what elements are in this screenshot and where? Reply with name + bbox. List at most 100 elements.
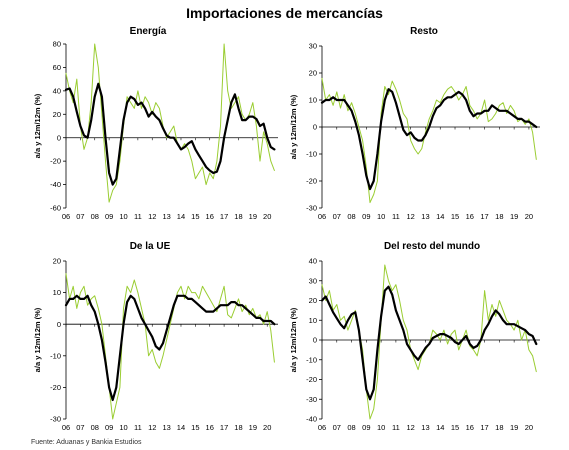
x-tick-label: 08 bbox=[347, 212, 355, 221]
source-note: Fuente: Aduanas y Bankia Estudios bbox=[31, 439, 142, 446]
x-tick-label: 07 bbox=[76, 212, 84, 221]
y-tick-label: 40 bbox=[309, 257, 317, 266]
y-tick-label: -10 bbox=[306, 355, 317, 364]
y-tick-label: 80 bbox=[53, 40, 61, 49]
x-tick-label: 06 bbox=[62, 212, 70, 221]
y-tick-label: -20 bbox=[306, 177, 317, 186]
y-tick-label: 0 bbox=[57, 320, 61, 329]
x-tick-label: 17 bbox=[220, 212, 228, 221]
x-tick-label: 12 bbox=[407, 212, 415, 221]
series-line-smoothed bbox=[320, 285, 538, 401]
chart-title: Resto bbox=[410, 26, 438, 37]
y-tick-label: 10 bbox=[309, 316, 317, 325]
y-tick-label: 20 bbox=[53, 257, 61, 266]
x-tick-label: 13 bbox=[421, 212, 429, 221]
x-tick-label: 18 bbox=[495, 423, 503, 432]
chart-panel-resto: Resto a/a y 12m/12m (%) -30 -20 -10 0 10 20 30 06… bbox=[284, 20, 569, 230]
series-line-smoothed bbox=[64, 82, 276, 186]
y-tick-label: 20 bbox=[309, 296, 317, 305]
x-tick-label: 10 bbox=[377, 423, 385, 432]
x-tick-label: 13 bbox=[162, 423, 170, 432]
x-tick-label: 12 bbox=[407, 423, 415, 432]
chart-title: De la UE bbox=[130, 241, 171, 252]
y-tick-label: 40 bbox=[53, 86, 61, 95]
x-tick-label: 20 bbox=[263, 212, 271, 221]
x-tick-label: 15 bbox=[451, 212, 459, 221]
x-tick-label: 10 bbox=[377, 212, 385, 221]
x-tick-label: 07 bbox=[76, 423, 84, 432]
page-title: Importaciones de mercancías bbox=[186, 5, 383, 21]
series-line-smoothed bbox=[320, 88, 538, 191]
chart-panel-resto-mundo: Del resto del mundo a/a y 12m/12m (%) -40 -… bbox=[284, 235, 569, 440]
y-tick-label: -20 bbox=[50, 157, 61, 166]
x-tick-label: 10 bbox=[119, 423, 127, 432]
x-tick-label: 20 bbox=[525, 423, 533, 432]
y-tick-label: 0 bbox=[57, 133, 61, 142]
chart-panel-ue: De la UE a/a y 12m/12m (%) -30 -20 -10 0 10 20 0… bbox=[0, 235, 284, 440]
x-tick-label: 16 bbox=[466, 212, 474, 221]
x-tick-label: 11 bbox=[392, 423, 400, 432]
y-tick-label: -20 bbox=[50, 383, 61, 392]
x-tick-label: 07 bbox=[333, 212, 341, 221]
x-tick-label: 09 bbox=[362, 423, 370, 432]
x-tick-label: 06 bbox=[318, 212, 326, 221]
y-tick-label: 20 bbox=[53, 110, 61, 119]
y-tick-label: -10 bbox=[306, 150, 317, 159]
y-tick-label: -40 bbox=[50, 180, 61, 189]
x-tick-label: 14 bbox=[436, 212, 444, 221]
x-tick-label: 16 bbox=[206, 423, 214, 432]
x-tick-label: 13 bbox=[421, 423, 429, 432]
y-tick-label: -30 bbox=[306, 395, 317, 404]
series-line-monthly bbox=[65, 273, 275, 420]
y-tick-label: -30 bbox=[50, 415, 61, 424]
x-tick-label: 09 bbox=[105, 212, 113, 221]
y-tick-label: 0 bbox=[313, 336, 317, 345]
y-tick-label: -30 bbox=[306, 204, 317, 213]
chart-title: Del resto del mundo bbox=[384, 241, 480, 252]
x-tick-label: 18 bbox=[234, 212, 242, 221]
x-tick-label: 14 bbox=[177, 423, 185, 432]
x-tick-label: 08 bbox=[91, 423, 99, 432]
x-tick-label: 17 bbox=[480, 212, 488, 221]
x-tick-label: 16 bbox=[206, 212, 214, 221]
y-tick-label: -60 bbox=[50, 204, 61, 213]
x-tick-label: 10 bbox=[119, 212, 127, 221]
x-tick-label: 19 bbox=[510, 423, 518, 432]
x-tick-label: 19 bbox=[510, 212, 518, 221]
chart-svg-energia: Energía a/a y 12m/12m (%) -60 -40 -20 0 20 40 60… bbox=[33, 26, 278, 221]
x-tick-label: 20 bbox=[263, 423, 271, 432]
y-tick-label: -10 bbox=[50, 351, 61, 360]
x-tick-label: 20 bbox=[525, 212, 533, 221]
x-tick-label: 18 bbox=[234, 423, 242, 432]
x-tick-label: 18 bbox=[495, 212, 503, 221]
y-tick-label: 10 bbox=[53, 288, 61, 297]
y-tick-label: 30 bbox=[309, 276, 317, 285]
x-tick-label: 19 bbox=[249, 212, 257, 221]
x-tick-label: 16 bbox=[466, 423, 474, 432]
x-tick-label: 17 bbox=[220, 423, 228, 432]
y-axis-label: a/a y 12m/12m (%) bbox=[33, 307, 42, 372]
x-tick-label: 14 bbox=[177, 212, 185, 221]
y-tick-label: -40 bbox=[306, 415, 317, 424]
chart-panel-energia: Energía a/a y 12m/12m (%) -60 -40 -20 0 20 40 60… bbox=[0, 20, 284, 230]
x-tick-label: 12 bbox=[148, 212, 156, 221]
x-tick-label: 17 bbox=[480, 423, 488, 432]
x-tick-label: 06 bbox=[318, 423, 326, 432]
x-tick-label: 15 bbox=[191, 423, 199, 432]
x-tick-label: 09 bbox=[105, 423, 113, 432]
x-tick-label: 08 bbox=[347, 423, 355, 432]
x-tick-label: 11 bbox=[392, 212, 400, 221]
chart-title: Energía bbox=[130, 26, 167, 37]
x-tick-label: 15 bbox=[451, 423, 459, 432]
chart-svg-ue: De la UE a/a y 12m/12m (%) -30 -20 -10 0 10 20 0… bbox=[33, 241, 278, 432]
y-tick-label: -20 bbox=[306, 375, 317, 384]
x-tick-label: 13 bbox=[162, 212, 170, 221]
y-tick-label: 10 bbox=[309, 96, 317, 105]
x-tick-label: 07 bbox=[333, 423, 341, 432]
y-axis-label: a/a y 12m/12m (%) bbox=[289, 94, 298, 159]
x-tick-label: 14 bbox=[436, 423, 444, 432]
chart-svg-resto-mundo: Del resto del mundo a/a y 12m/12m (%) -40 -… bbox=[289, 241, 540, 432]
series-line-smoothed bbox=[64, 294, 276, 402]
x-tick-label: 08 bbox=[91, 212, 99, 221]
x-tick-label: 12 bbox=[148, 423, 156, 432]
